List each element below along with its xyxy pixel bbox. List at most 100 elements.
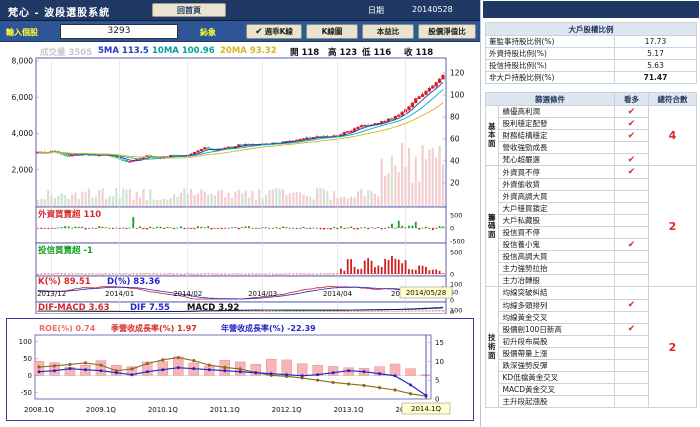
svg-text:2013.1Q: 2013.1Q	[334, 406, 364, 414]
criteria-label: 初升段布局股	[497, 334, 615, 348]
svg-text:500: 500	[450, 249, 462, 257]
table-row[interactable]: 投信養小鬼 ✔	[486, 238, 697, 252]
criteria-col-total: 總符合數	[648, 92, 697, 106]
indicator-foreign-0: 外資買賣超 110	[38, 210, 102, 220]
svg-text:0: 0	[450, 309, 454, 315]
svg-text:2012.1Q: 2012.1Q	[272, 406, 302, 414]
criteria-check-icon	[614, 141, 649, 155]
criteria-check-icon	[614, 334, 649, 348]
table-row[interactable]: 初升段布局股	[486, 334, 697, 348]
tab-k-line-chart[interactable]: K線圖	[306, 24, 358, 39]
criteria-label: 均線多頭排列	[497, 298, 615, 312]
svg-text:2014/04: 2014/04	[323, 290, 353, 298]
criteria-check-icon	[614, 371, 649, 385]
holders-title: 大戶股權比例	[485, 22, 697, 36]
tab-pb-ratio[interactable]: 股價淨值比	[418, 24, 476, 39]
criteria-label: 大戶穩買鎖定	[497, 201, 615, 215]
table-row[interactable]: 投信買不停	[486, 225, 697, 240]
tab-label: K線圖	[321, 27, 343, 36]
holders-value: 5.63	[614, 59, 697, 72]
svg-text:2014/05/28: 2014/05/28	[406, 289, 446, 297]
holders-value: 17.73	[614, 35, 697, 48]
stock-code-input[interactable]: 3293	[60, 24, 178, 39]
overlay-2: 10MA 100.96	[152, 46, 215, 56]
criteria-check-icon	[614, 250, 649, 264]
svg-text:100: 100	[19, 338, 32, 346]
svg-text:0: 0	[435, 396, 439, 404]
svg-text:500: 500	[450, 212, 462, 220]
table-row[interactable]: 主升段起漲股	[486, 395, 697, 409]
table-row[interactable]: 基本面績優高利潤 ✔ 4	[485, 104, 697, 167]
title-bar: 梵心 - 波段選股系統 回首頁 日期 20140528	[0, 0, 480, 21]
main-chart[interactable]: 8,000 6,000 4,000 2,000 120 100 80 60 40 20 500 0 -5…	[0, 44, 480, 314]
table-row[interactable]: KD低檔黃金交叉	[486, 371, 697, 385]
criteria-check-icon	[614, 358, 649, 373]
criteria-group-label: 籌碼面	[485, 165, 499, 288]
criteria-label: MACD黃金交叉	[497, 383, 615, 397]
financial-chart[interactable]: 100 50 0 -50 15 10 5 0 2008.1Q 2009.1Q 2010.1Q 2011…	[6, 318, 474, 421]
indicator-macd-2: MACD 3.92	[187, 303, 240, 313]
criteria-check-icon	[614, 395, 649, 409]
left-panel: 梵心 - 波段選股系統 回首頁 日期 20140528 輸入個股 3293 鈊象…	[0, 0, 480, 421]
indicator-macd-1: DIF 7.55	[130, 303, 170, 313]
table-row[interactable]: MACD黃金交叉	[486, 383, 697, 397]
tab-pe-ratio[interactable]: 本益比	[362, 24, 414, 39]
indicator-kd-1: D(%) 83.36	[107, 277, 161, 287]
criteria-group-count: 2	[648, 286, 697, 409]
criteria-label: 均線突破糾結	[497, 286, 615, 300]
bottom-overlay-2: 年營收成長率(%) -22.39	[221, 323, 316, 333]
right-panel-header-bar	[483, 1, 699, 18]
criteria-check-icon	[614, 346, 649, 360]
svg-text:20: 20	[450, 179, 460, 188]
svg-text:2008.1Q: 2008.1Q	[24, 406, 54, 414]
svg-text:2009.1Q: 2009.1Q	[86, 406, 116, 414]
criteria-check-icon: ✔	[614, 153, 649, 167]
holders-label: 投信持股比例(%)	[485, 59, 615, 72]
svg-text:100: 100	[450, 91, 465, 100]
svg-text:60: 60	[450, 135, 460, 144]
page-title: 梵心 - 波段選股系統	[8, 8, 111, 19]
criteria-table: 篩選條件 看多 總符合數基本面績優高利潤 ✔ 4 股利穩定配發 ✔ 財務結構穩定 ✔ 營收強勁成長…	[485, 92, 697, 409]
table-row[interactable]: 籌碼面外資買不停 ✔ 2	[485, 165, 697, 288]
holders-label: 董監事持股比例(%)	[485, 35, 615, 48]
svg-text:2014/01: 2014/01	[105, 290, 134, 298]
table-row[interactable]: 主力強勢拉抬	[486, 262, 697, 276]
criteria-label: 投信養小鬼	[497, 238, 615, 252]
right-panel: 大戶股權比例 董監事持股比例(%) 17.73 外資持股比例(%) 5.17 投信持股比例…	[480, 0, 700, 427]
overlay-4: 開 118	[290, 48, 320, 58]
svg-text:5: 5	[435, 377, 439, 385]
overlay-3: 20MA 93.32	[220, 46, 277, 56]
table-header-row: 大戶股權比例	[485, 22, 697, 36]
svg-text:-50: -50	[21, 389, 32, 397]
svg-text:8,000: 8,000	[12, 57, 34, 66]
indicator-kd-0: K(%) 89.51	[38, 277, 91, 287]
criteria-label: 大戶私藏股	[497, 213, 615, 227]
svg-text:-500: -500	[450, 238, 465, 246]
criteria-check-icon	[614, 177, 649, 191]
toolbar: 輸入個股 3293 鈊象 ✔ 週乖K線 K線圖 本益比 股價淨值比	[0, 21, 480, 42]
criteria-label: 投信高調大買	[497, 250, 615, 264]
svg-text:100: 100	[450, 307, 462, 315]
criteria-group-label: 技術面	[485, 286, 499, 409]
criteria-label: 外資買不停	[497, 165, 615, 179]
criteria-check-icon: ✔	[614, 117, 649, 131]
criteria-label: 主升段起漲股	[497, 395, 615, 409]
holders-label: 外資持股比例(%)	[485, 47, 615, 60]
criteria-group-label: 基本面	[485, 104, 499, 167]
table-row[interactable]: 主力冶轉股	[486, 274, 697, 288]
criteria-label: 營收強勁成長	[497, 141, 615, 155]
table-row: 非大戶持股比例(%) 71.47	[485, 71, 697, 84]
criteria-check-icon: ✔	[614, 165, 649, 179]
criteria-col-bull: 看多	[614, 92, 649, 106]
criteria-check-icon	[614, 274, 649, 288]
home-button[interactable]: 回首頁	[152, 3, 226, 17]
criteria-label: KD低檔黃金交叉	[497, 371, 615, 385]
tab-weekly-k-line[interactable]: ✔ 週乖K線	[246, 24, 302, 39]
overlay-5: 高 123	[328, 48, 358, 58]
table-row[interactable]: 技術面均線突破糾結 2	[485, 286, 697, 409]
criteria-col-name: 篩選條件	[485, 92, 615, 106]
criteria-label: 績優高利潤	[497, 104, 615, 119]
bottom-overlay-1: 季營收成長率(%) 1.97	[110, 323, 197, 333]
criteria-check-icon	[614, 310, 649, 324]
